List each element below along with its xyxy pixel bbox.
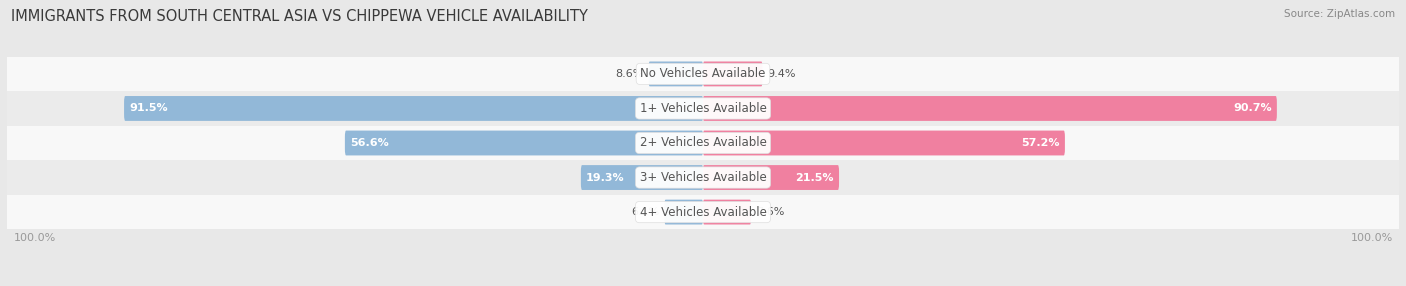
Bar	[7, 195, 1399, 229]
Text: 4+ Vehicles Available: 4+ Vehicles Available	[640, 206, 766, 219]
Text: 6.1%: 6.1%	[631, 207, 659, 217]
Bar	[7, 160, 1399, 195]
FancyBboxPatch shape	[703, 131, 1064, 155]
FancyBboxPatch shape	[703, 96, 1277, 121]
Text: 57.2%: 57.2%	[1021, 138, 1060, 148]
FancyBboxPatch shape	[665, 200, 703, 225]
FancyBboxPatch shape	[124, 96, 703, 121]
Text: Source: ZipAtlas.com: Source: ZipAtlas.com	[1284, 9, 1395, 19]
Text: 1+ Vehicles Available: 1+ Vehicles Available	[640, 102, 766, 115]
Bar	[7, 91, 1399, 126]
Text: 8.6%: 8.6%	[616, 69, 644, 79]
FancyBboxPatch shape	[703, 61, 762, 86]
FancyBboxPatch shape	[344, 131, 703, 155]
Bar	[7, 57, 1399, 91]
FancyBboxPatch shape	[648, 61, 703, 86]
Text: 56.6%: 56.6%	[350, 138, 388, 148]
Text: 90.7%: 90.7%	[1233, 104, 1272, 114]
Text: 2+ Vehicles Available: 2+ Vehicles Available	[640, 136, 766, 150]
Text: IMMIGRANTS FROM SOUTH CENTRAL ASIA VS CHIPPEWA VEHICLE AVAILABILITY: IMMIGRANTS FROM SOUTH CENTRAL ASIA VS CH…	[11, 9, 588, 23]
FancyBboxPatch shape	[703, 200, 751, 225]
Text: No Vehicles Available: No Vehicles Available	[640, 67, 766, 80]
Bar	[7, 126, 1399, 160]
Text: 100.0%: 100.0%	[1350, 233, 1392, 243]
FancyBboxPatch shape	[581, 165, 703, 190]
Text: 9.4%: 9.4%	[768, 69, 796, 79]
FancyBboxPatch shape	[703, 165, 839, 190]
Text: 91.5%: 91.5%	[129, 104, 167, 114]
Text: 21.5%: 21.5%	[796, 172, 834, 182]
Text: 100.0%: 100.0%	[13, 233, 56, 243]
Text: 19.3%: 19.3%	[586, 172, 624, 182]
Text: 7.6%: 7.6%	[756, 207, 785, 217]
Text: 3+ Vehicles Available: 3+ Vehicles Available	[640, 171, 766, 184]
